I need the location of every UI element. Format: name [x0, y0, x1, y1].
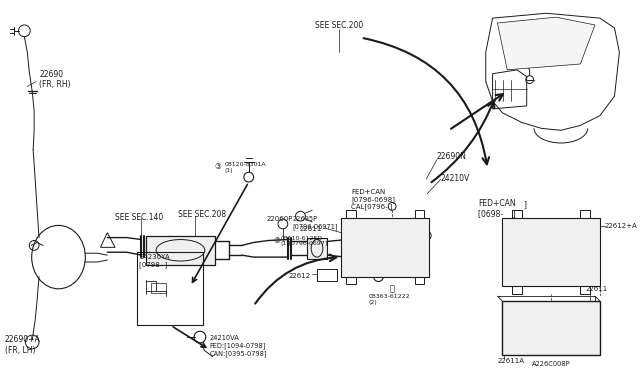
- Bar: [580, 210, 590, 218]
- Bar: [512, 210, 522, 218]
- Bar: [512, 286, 522, 294]
- Bar: [136, 252, 203, 326]
- Text: 24230YA
[0798- ]: 24230YA [0798- ]: [140, 254, 170, 268]
- Bar: [415, 210, 424, 218]
- Bar: [346, 210, 356, 218]
- Text: 08110-6125D
(1)[0796-0697]: 08110-6125D (1)[0796-0697]: [281, 235, 328, 246]
- Text: 22612: 22612: [288, 273, 310, 279]
- Text: A226C008P: A226C008P: [532, 362, 570, 368]
- Bar: [151, 283, 166, 293]
- Bar: [346, 277, 356, 285]
- Text: ③: ③: [214, 163, 221, 171]
- Text: 22060P: 22060P: [266, 216, 292, 222]
- Bar: [341, 218, 429, 277]
- Text: 22611A: 22611A: [497, 357, 524, 363]
- Text: 22690+A
(FR, LH): 22690+A (FR, LH): [5, 335, 40, 355]
- Text: FED+CAN
[0698-    ]: FED+CAN [0698- ]: [478, 199, 516, 218]
- Bar: [502, 218, 600, 286]
- Bar: [502, 301, 600, 355]
- Text: 22611: 22611: [585, 286, 607, 292]
- Text: SEE SEC.200: SEE SEC.200: [316, 21, 364, 30]
- Bar: [307, 238, 327, 259]
- Text: SEE SEC.208: SEE SEC.208: [179, 210, 227, 219]
- Text: ]: ]: [523, 201, 526, 209]
- Text: 22612+A: 22612+A: [605, 223, 637, 229]
- Text: 08363-61222
(2): 08363-61222 (2): [369, 294, 410, 305]
- Text: 24210VA
FED:[1094-0798]
CAN:[0395-0798]: 24210VA FED:[1094-0798] CAN:[0395-0798]: [210, 335, 268, 357]
- Text: FED+CAN
[0796-0698]
CAL[0796- ]: FED+CAN [0796-0698] CAL[0796- ]: [351, 189, 395, 210]
- Text: 08120-8301A
(1): 08120-8301A (1): [225, 163, 266, 173]
- Bar: [415, 277, 424, 285]
- Text: 22695P
[0796-06971]: 22695P [0796-06971]: [292, 216, 338, 230]
- Polygon shape: [497, 17, 595, 70]
- Text: ③: ③: [273, 235, 280, 245]
- Text: 22611: 22611: [300, 226, 322, 232]
- Bar: [580, 286, 590, 294]
- Text: 22690
(FR, RH): 22690 (FR, RH): [39, 70, 70, 89]
- Bar: [147, 235, 214, 265]
- Text: SEE SEC.140: SEE SEC.140: [115, 213, 163, 222]
- Text: 24210V: 24210V: [441, 174, 470, 183]
- Bar: [317, 269, 337, 280]
- Text: Ⓢ: Ⓢ: [390, 285, 395, 294]
- Text: 22690N: 22690N: [437, 152, 467, 161]
